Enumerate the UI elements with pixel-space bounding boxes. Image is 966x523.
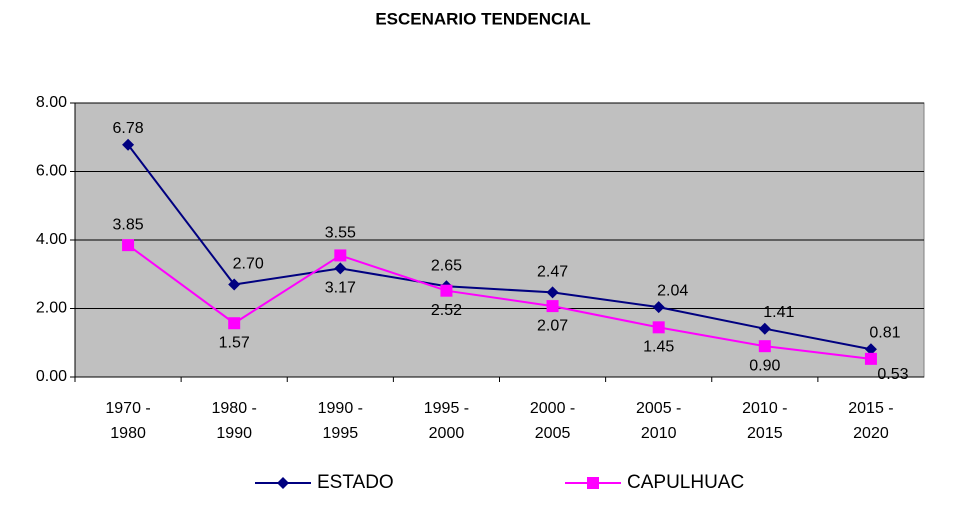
data-label: 1.57 <box>219 334 250 351</box>
marker <box>546 286 559 299</box>
marker <box>122 239 135 252</box>
x-tick-label: 2015 <box>747 425 783 442</box>
data-label: 1.45 <box>643 339 674 356</box>
marker <box>228 317 241 330</box>
marker <box>864 343 877 356</box>
x-tick-label: 1980 <box>110 425 146 442</box>
data-label: 6.78 <box>112 120 143 137</box>
x-tick-label: 1990 - <box>318 400 363 417</box>
x-tick-label: 2020 <box>853 425 889 442</box>
x-tick-label: 2005 <box>535 425 571 442</box>
marker <box>864 352 877 365</box>
data-label: 2.65 <box>431 257 462 274</box>
x-tick-label: 2010 <box>641 425 677 442</box>
chart-title: ESCENARIO TENDENCIAL <box>375 9 590 28</box>
marker <box>277 477 289 489</box>
data-label: 3.85 <box>112 216 143 233</box>
x-tick-label: 2005 - <box>636 400 681 417</box>
marker <box>122 138 135 151</box>
x-tick-label: 2010 - <box>742 400 787 417</box>
marker <box>546 300 559 313</box>
line <box>127 244 872 360</box>
data-label: 0.90 <box>749 357 780 374</box>
y-tick-label: 4.00 <box>36 231 67 248</box>
y-tick-label: 0.00 <box>36 368 67 385</box>
x-tick-label: 2015 - <box>848 400 893 417</box>
legend: CAPULHUAC <box>627 472 744 493</box>
data-label: 3.55 <box>325 225 356 242</box>
x-tick-label: 1995 <box>323 425 359 442</box>
data-label: 2.52 <box>431 302 462 319</box>
y-tick-label: 6.00 <box>36 163 67 180</box>
marker <box>652 321 665 334</box>
marker <box>228 278 241 291</box>
marker <box>334 249 347 262</box>
x-tick-label: 1990 <box>216 425 252 442</box>
x-tick-label: 2000 <box>429 425 465 442</box>
x-tick-label: 1970 - <box>105 400 150 417</box>
legend: ESTADO <box>317 472 394 493</box>
y-tick-label: 8.00 <box>36 94 67 111</box>
data-label: 0.53 <box>877 366 908 383</box>
data-label: 2.47 <box>537 264 568 281</box>
marker <box>440 284 453 297</box>
x-tick-label: 2000 - <box>530 400 575 417</box>
marker <box>758 322 771 335</box>
line <box>127 144 872 351</box>
x-tick-label: 1980 - <box>212 400 257 417</box>
data-label: 2.07 <box>537 317 568 334</box>
marker <box>758 340 771 353</box>
data-label: 0.81 <box>869 324 900 341</box>
marker <box>587 477 599 489</box>
marker <box>652 301 665 314</box>
data-label: 2.04 <box>657 282 688 299</box>
data-label: 3.17 <box>325 280 356 297</box>
y-tick-label: 2.00 <box>36 300 67 317</box>
x-tick-label: 1995 - <box>424 400 469 417</box>
data-label: 1.41 <box>763 304 794 321</box>
marker <box>334 262 347 275</box>
data-label: 2.70 <box>233 256 264 273</box>
